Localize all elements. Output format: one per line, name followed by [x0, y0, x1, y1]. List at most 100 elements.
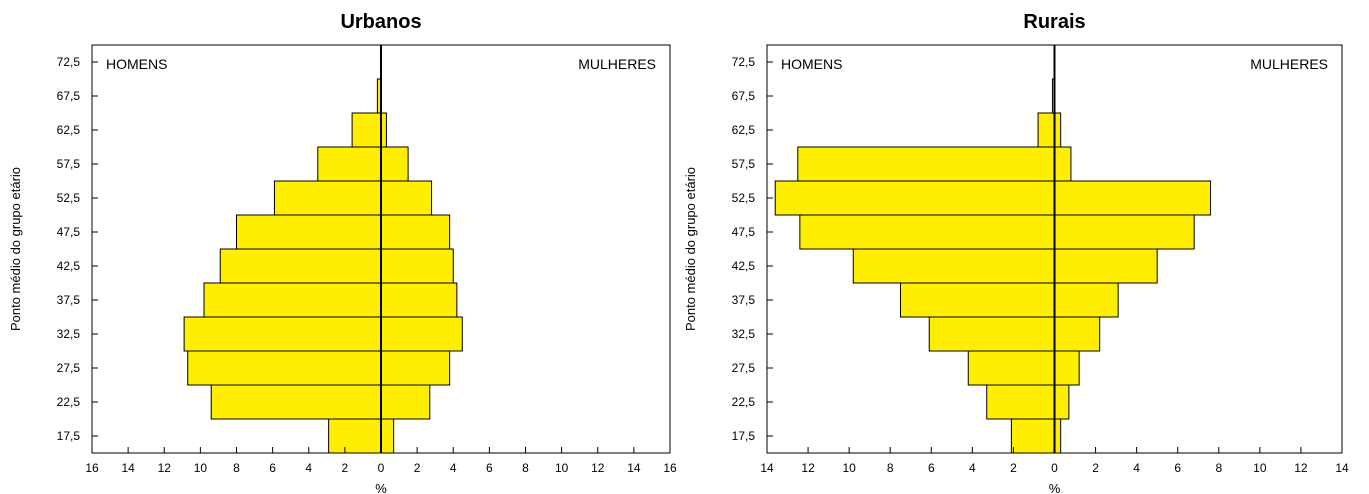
- y-tick-label: 32,5: [732, 327, 756, 341]
- x-tick-label: 12: [591, 461, 605, 475]
- bar-mulheres-47,5: [380, 214, 451, 250]
- x-tick-label: 8: [233, 461, 240, 475]
- bar-mulheres-57,5: [1054, 146, 1072, 182]
- bar-homens-32,5: [928, 316, 1056, 352]
- bar-homens-37,5: [203, 282, 382, 318]
- bar-mulheres-32,5: [380, 316, 463, 352]
- bar-mulheres-52,5: [380, 180, 433, 216]
- x-tick-label: 10: [1253, 461, 1267, 475]
- bar-mulheres-42,5: [1054, 248, 1158, 284]
- y-tick-label: 22,5: [732, 395, 756, 409]
- y-tick-label: 42,5: [732, 259, 756, 273]
- y-tick-label: 67,5: [57, 89, 81, 103]
- x-tick-label: 8: [1215, 461, 1222, 475]
- bar-mulheres-37,5: [380, 282, 458, 318]
- bar-homens-42,5: [852, 248, 1055, 284]
- y-tick-label: 52,5: [57, 191, 81, 205]
- left-group-label: HOMENS: [106, 56, 167, 72]
- x-tick-label: 2: [1092, 461, 1099, 475]
- y-axis-label: Ponto médio do grupo etário: [8, 167, 23, 331]
- bar-homens-42,5: [219, 248, 382, 284]
- x-tick-label: 6: [928, 461, 935, 475]
- y-tick-label: 37,5: [732, 293, 756, 307]
- right-group-label: MULHERES: [1250, 56, 1328, 72]
- y-tick-label: 22,5: [57, 395, 81, 409]
- x-tick-label: 2: [414, 461, 421, 475]
- bar-homens-17,5: [328, 418, 382, 454]
- bar-homens-57,5: [317, 146, 382, 182]
- chart-rurais: Rurais Ponto médio do grupo etário % HOM…: [684, 0, 1369, 494]
- x-tick-label: 2: [342, 461, 349, 475]
- bar-homens-22,5: [986, 384, 1056, 420]
- bar-mulheres-17,5: [380, 418, 395, 454]
- bar-mulheres-27,5: [1054, 350, 1080, 386]
- x-tick-label: 2: [1010, 461, 1017, 475]
- bar-homens-57,5: [797, 146, 1056, 182]
- x-tick-label: 4: [1133, 461, 1140, 475]
- y-tick-label: 17,5: [57, 429, 81, 443]
- y-tick-label: 42,5: [57, 259, 81, 273]
- x-tick-label: 14: [760, 461, 774, 475]
- x-tick-label: 4: [969, 461, 976, 475]
- x-tick-label: 14: [627, 461, 641, 475]
- bar-mulheres-52,5: [1054, 180, 1212, 216]
- x-tick-label: 4: [305, 461, 312, 475]
- y-tick-label: 27,5: [732, 361, 756, 375]
- y-tick-label: 47,5: [57, 225, 81, 239]
- bar-homens-47,5: [236, 214, 382, 250]
- left-group-label: HOMENS: [781, 56, 842, 72]
- x-tick-label: 8: [887, 461, 894, 475]
- bar-mulheres-57,5: [380, 146, 409, 182]
- chart-urbanos: Urbanos Ponto médio do grupo etário % HO…: [0, 0, 684, 494]
- x-tick-label: 6: [486, 461, 493, 475]
- x-tick-label: 16: [663, 461, 677, 475]
- y-tick-label: 57,5: [57, 157, 81, 171]
- y-axis-label: Ponto médio do grupo etário: [684, 167, 698, 331]
- y-tick-label: 32,5: [57, 327, 81, 341]
- bar-homens-52,5: [273, 180, 382, 216]
- y-tick-label: 62,5: [57, 123, 81, 137]
- bar-homens-62,5: [1037, 112, 1056, 148]
- bar-homens-32,5: [183, 316, 382, 352]
- x-tick-label: 10: [194, 461, 208, 475]
- bar-homens-62,5: [351, 112, 382, 148]
- x-tick-label: 12: [801, 461, 815, 475]
- chart-urbanos-svg: Urbanos Ponto médio do grupo etário % HO…: [8, 11, 677, 494]
- x-tick-label: 6: [1174, 461, 1181, 475]
- bar-mulheres-37,5: [1054, 282, 1119, 318]
- x-tick-label: 4: [450, 461, 457, 475]
- bar-mulheres-22,5: [380, 384, 431, 420]
- bar-mulheres-42,5: [380, 248, 454, 284]
- x-tick-label: 10: [555, 461, 569, 475]
- x-tick-label: 6: [269, 461, 276, 475]
- right-group-label: MULHERES: [578, 56, 656, 72]
- chart-title: Urbanos: [340, 11, 421, 33]
- chart-title: Rurais: [1023, 11, 1085, 33]
- y-tick-label: 72,5: [57, 55, 81, 69]
- y-tick-label: 17,5: [732, 429, 756, 443]
- bar-homens-27,5: [187, 350, 382, 386]
- x-tick-label: 14: [1335, 461, 1349, 475]
- y-tick-label: 47,5: [732, 225, 756, 239]
- bar-homens-27,5: [967, 350, 1055, 386]
- x-tick-label: 0: [1051, 461, 1058, 475]
- bar-homens-52,5: [774, 180, 1055, 216]
- x-tick-label: 10: [842, 461, 856, 475]
- bar-homens-22,5: [210, 384, 382, 420]
- y-tick-label: 57,5: [732, 157, 756, 171]
- x-tick-label: 16: [85, 461, 99, 475]
- x-tick-label: 12: [158, 461, 172, 475]
- y-tick-label: 37,5: [57, 293, 81, 307]
- bar-mulheres-22,5: [1054, 384, 1070, 420]
- x-tick-label: 8: [522, 461, 529, 475]
- chart-rurais-svg: Rurais Ponto médio do grupo etário % HOM…: [684, 11, 1349, 494]
- bar-mulheres-32,5: [1054, 316, 1101, 352]
- y-tick-label: 27,5: [57, 361, 81, 375]
- x-tick-label: 12: [1294, 461, 1308, 475]
- y-tick-label: 72,5: [732, 55, 756, 69]
- y-tick-label: 52,5: [732, 191, 756, 205]
- y-tick-label: 62,5: [732, 123, 756, 137]
- x-axis-label: %: [1049, 481, 1061, 494]
- bar-mulheres-27,5: [380, 350, 451, 386]
- bar-mulheres-47,5: [1054, 214, 1195, 250]
